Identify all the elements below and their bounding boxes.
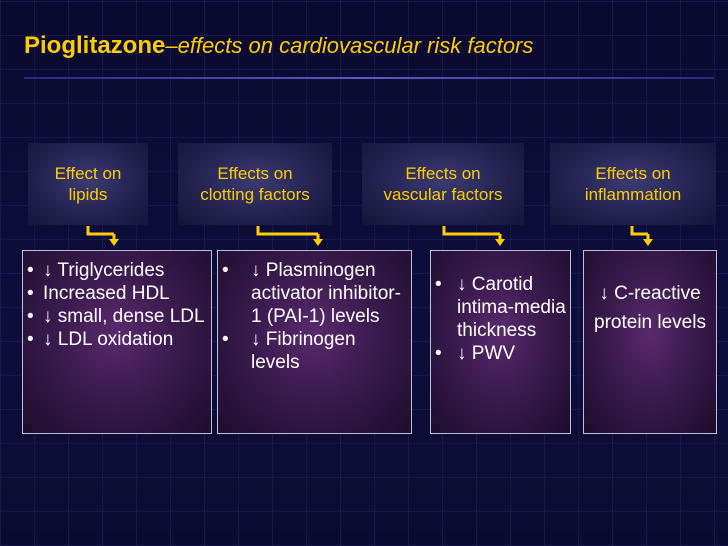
category-header-line: Effects on: [595, 164, 671, 183]
effects-box-clotting: ↓ Plasminogen activator inhibitor-1 (PAI…: [217, 250, 412, 434]
category-header-inflammation: Effects on inflammation: [550, 143, 716, 225]
connector-arrow-clotting: [256, 226, 323, 246]
connector-arrow-vascular: [442, 226, 505, 246]
effect-text: ↓ C-reactive protein levels: [594, 283, 706, 333]
effect-item: ↓ Fibrinogen levels: [222, 328, 407, 374]
category-header-vascular: Effects on vascular factors: [362, 143, 524, 225]
effect-item: Increased HDL: [27, 282, 207, 305]
effect-item: ↓ Plasminogen activator inhibitor-1 (PAI…: [222, 259, 407, 328]
category-header-lipids: Effect on lipids: [28, 143, 148, 225]
category-header-line: Effects on: [405, 164, 481, 183]
category-header-line: clotting factors: [200, 185, 310, 204]
category-header-line: inflammation: [584, 185, 682, 204]
category-header-line: vascular factors: [383, 185, 503, 204]
title-drug-name: Pioglitazone: [24, 32, 166, 59]
effects-list: ↓ Carotid intima-media thickness ↓ PWV: [435, 273, 566, 365]
effect-item: ↓ LDL oxidation: [27, 328, 207, 351]
effect-item: ↓ Triglycerides: [27, 259, 207, 282]
category-header-line: lipids: [68, 185, 108, 204]
category-header-line: Effects on: [217, 164, 293, 183]
category-header-clotting: Effects on clotting factors: [178, 143, 332, 225]
effects-box-inflammation: ↓ C-reactive protein levels: [583, 250, 717, 434]
effects-list: ↓ Plasminogen activator inhibitor-1 (PAI…: [222, 259, 407, 374]
effects-box-lipids: ↓ Triglycerides Increased HDL ↓ small, d…: [22, 250, 212, 434]
title-subtitle: –effects on cardiovascular risk factors: [165, 33, 534, 58]
title-divider: [24, 77, 714, 79]
effect-item: ↓ PWV: [435, 342, 566, 365]
effects-box-vascular: ↓ Carotid intima-media thickness ↓ PWV: [430, 250, 571, 434]
effect-item: ↓ Carotid intima-media thickness: [435, 273, 566, 342]
connector-arrow-inflammation: [630, 226, 653, 246]
effects-list: ↓ Triglycerides Increased HDL ↓ small, d…: [27, 259, 207, 351]
connector-arrow-lipids: [86, 226, 119, 246]
effect-item: ↓ small, dense LDL: [27, 305, 207, 328]
slide-title: Pioglitazone–effects on cardiovascular r…: [24, 32, 533, 60]
category-header-line: Effect on: [54, 164, 122, 183]
